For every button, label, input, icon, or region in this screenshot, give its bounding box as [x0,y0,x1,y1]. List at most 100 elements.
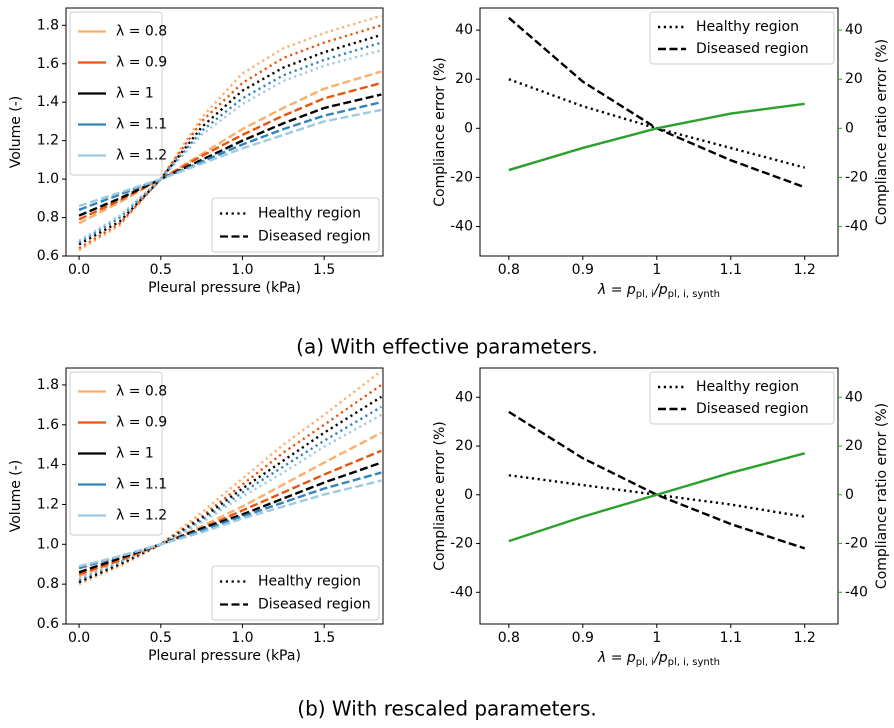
data-line [78,108,382,208]
data-line [78,449,382,576]
y-tick-label: 0.8 [37,576,59,592]
legend-label: Diseased region [258,597,371,613]
data-line [78,81,382,221]
y2-tick-label: -20 [845,536,868,552]
y-tick-label: -40 [450,584,473,600]
y2-tick-label: 40 [845,389,863,405]
data-line [78,461,382,574]
data-line [78,70,382,225]
data-line [78,24,382,250]
axes-frame [479,367,839,625]
y-tick-label: 1.4 [37,457,59,473]
y2-tick-label: -40 [845,584,868,600]
legend-label: λ = 0.9 [116,415,167,431]
x-tick-label: 0.0 [68,262,90,278]
x-tick-label: 0.5 [150,262,172,278]
x-axis-label: λ = ppl, i/ppl, i, synth [597,282,720,300]
legend-box [211,197,380,253]
legend-label: λ = 1.2 [116,148,167,164]
y2-axis-label: Compliance ratio error (%) [874,39,890,225]
x-axis-label-part: /p [652,282,668,298]
legend-label: Healthy region [258,574,361,590]
y-tick-label: -20 [450,169,473,185]
x-axis-label-part: λ = p [597,650,636,666]
data-line [508,452,806,543]
y-tick-label: 1.8 [37,377,59,393]
y-axis-label: Volume (-) [8,460,24,533]
legend-label: λ = 1.1 [116,117,167,133]
x-axis-label: Pleural pressure (kPa) [148,280,301,296]
legend-box [69,371,163,536]
x-axis-label: λ = ppl, i/ppl, i, synth [597,650,720,668]
y-axis-label: Compliance error (%) [432,57,448,206]
y2-tick-label: 20 [845,71,863,87]
x-tick-label: 1.1 [720,262,742,278]
x-tick-label: 1.2 [794,630,816,646]
y-tick-label: 1.2 [37,133,59,149]
y2-tick-label: 0 [845,120,854,136]
data-line [508,410,806,550]
y-tick-label: -40 [450,219,473,235]
x-tick-label: 1 [652,630,661,646]
y-tick-label: 0 [464,120,473,136]
y-tick-label: 40 [455,389,473,405]
y-tick-label: 1.4 [37,94,59,110]
x-axis-label: Pleural pressure (kPa) [148,648,301,664]
data-line [78,14,382,252]
legend-label: λ = 1 [116,446,154,462]
y-axis-label: Compliance error (%) [432,421,448,570]
data-line [78,101,382,211]
legend-box [211,565,380,621]
axes-frame [65,7,384,257]
legend-label: λ = 1.1 [116,477,167,493]
y2-tick-label: 40 [845,22,863,38]
x-axis-label-part: pl, i [636,289,654,300]
axes-frame [479,7,839,257]
axes-frame [65,367,384,625]
data-line [78,41,382,244]
y2-axis-label: Compliance ratio error (%) [874,403,890,589]
legend-label: λ = 0.8 [116,384,167,400]
y-tick-label: 1.2 [37,496,59,512]
data-line [78,405,382,582]
y-tick-label: 1.0 [37,536,59,552]
x-tick-label: 0.0 [68,630,90,646]
x-tick-label: 1.0 [231,262,253,278]
x-axis-label-part: λ = p [597,282,636,298]
caption: (b) With rescaled parameters. [297,697,596,721]
x-axis-label-part: pl, i, synth [668,657,720,668]
x-tick-label: 0.9 [572,262,594,278]
legend-label: Healthy region [696,379,799,395]
x-tick-label: 1 [652,262,661,278]
y-tick-label: 20 [455,71,473,87]
legend-label: Diseased region [258,229,371,245]
data-line [78,395,383,584]
y-tick-label: 0.6 [37,248,59,264]
y-tick-label: 1.8 [37,17,59,33]
y-tick-label: 1.6 [37,417,59,433]
y-tick-label: 20 [455,438,473,454]
y-axis-label: Volume (-) [8,96,24,169]
y-tick-label: 0.6 [37,616,59,632]
y2-tick-label: -20 [845,169,868,185]
legend-label: λ = 1 [116,86,154,102]
y-tick-label: -20 [450,536,473,552]
data-line [78,49,382,242]
x-axis-label-part: /p [652,650,668,666]
data-line [508,102,805,172]
legend-label: λ = 0.9 [116,55,167,71]
legend-label: λ = 0.8 [116,24,167,40]
x-tick-label: 0.8 [498,262,520,278]
x-tick-label: 0.9 [572,630,594,646]
y-tick-label: 1.6 [37,56,59,72]
legend-label: Diseased region [696,401,809,417]
x-tick-label: 1.0 [231,630,253,646]
x-tick-label: 1.1 [720,630,742,646]
y-tick-label: 0.8 [37,210,59,226]
legend-label: Healthy region [258,206,361,222]
x-tick-label: 1.2 [794,262,816,278]
legend-box [69,11,163,176]
y2-tick-label: 0 [845,487,854,503]
legend-box [649,11,835,65]
